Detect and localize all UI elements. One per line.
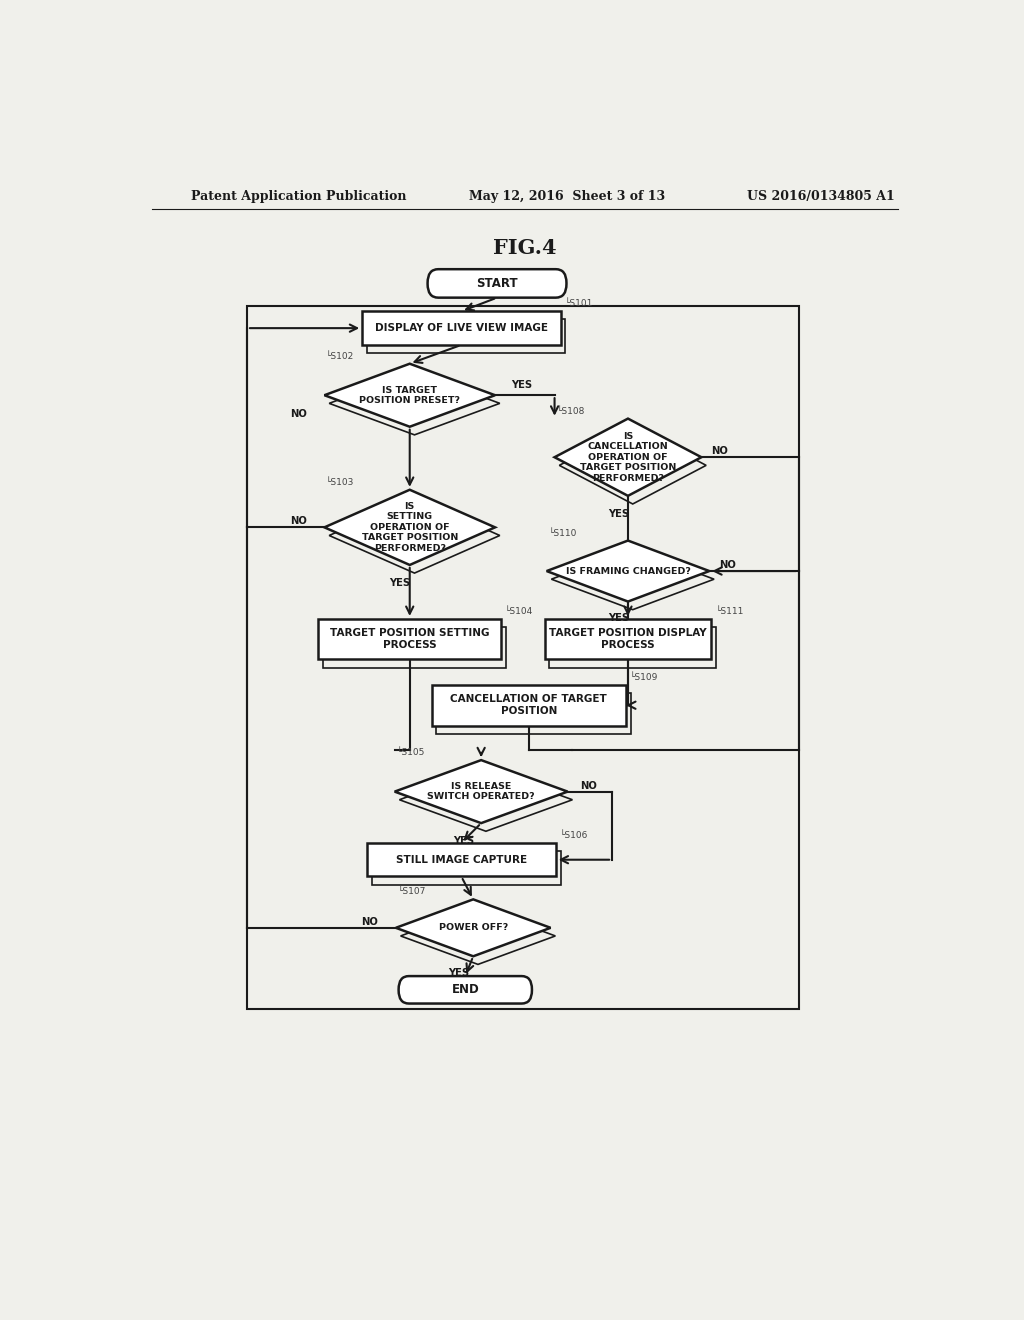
Bar (545, 619, 712, 660)
Text: └S111: └S111 (715, 607, 743, 615)
Text: YES: YES (511, 380, 532, 389)
Polygon shape (547, 541, 710, 602)
Bar (436, 693, 631, 734)
Polygon shape (325, 490, 495, 565)
Text: └S104: └S104 (505, 607, 534, 615)
Bar (431, 685, 626, 726)
Text: START: START (476, 277, 518, 290)
Text: └S102: └S102 (326, 351, 354, 360)
Text: IS FRAMING CHANGED?: IS FRAMING CHANGED? (565, 566, 690, 576)
Text: IS
SETTING
OPERATION OF
TARGET POSITION
PERFORMED?: IS SETTING OPERATION OF TARGET POSITION … (361, 502, 458, 553)
Text: NO: NO (719, 560, 735, 570)
Text: └S110: └S110 (548, 528, 577, 537)
Text: POWER OFF?: POWER OFF? (438, 923, 508, 932)
Bar (372, 851, 560, 884)
Text: END: END (452, 983, 479, 997)
Text: YES: YES (608, 510, 629, 519)
Polygon shape (394, 760, 567, 824)
FancyBboxPatch shape (428, 269, 566, 297)
Text: └S107: └S107 (397, 887, 426, 896)
Text: YES: YES (449, 968, 469, 978)
Text: NO: NO (361, 916, 379, 927)
Text: YES: YES (390, 578, 411, 589)
Text: └S109: └S109 (630, 673, 658, 682)
Text: TARGET POSITION DISPLAY
PROCESS: TARGET POSITION DISPLAY PROCESS (549, 628, 707, 649)
Bar (367, 843, 556, 876)
Text: NO: NO (290, 516, 307, 527)
Text: CANCELLATION OF TARGET
POSITION: CANCELLATION OF TARGET POSITION (451, 694, 607, 715)
Text: └S103: └S103 (326, 478, 354, 487)
Bar (367, 319, 565, 352)
Bar (318, 619, 501, 660)
Text: IS RELEASE
SWITCH OPERATED?: IS RELEASE SWITCH OPERATED? (427, 781, 535, 801)
Text: IS
CANCELLATION
OPERATION OF
TARGET POSITION
PERFORMED?: IS CANCELLATION OPERATION OF TARGET POSI… (580, 432, 676, 483)
Text: └S106: └S106 (560, 830, 588, 840)
Text: YES: YES (454, 837, 474, 846)
FancyBboxPatch shape (398, 975, 531, 1003)
Text: US 2016/0134805 A1: US 2016/0134805 A1 (748, 190, 895, 202)
Text: └S105: └S105 (396, 748, 425, 758)
Polygon shape (555, 418, 701, 496)
Text: DISPLAY OF LIVE VIEW IMAGE: DISPLAY OF LIVE VIEW IMAGE (375, 323, 548, 333)
Text: NO: NO (581, 780, 597, 791)
Text: IS TARGET
POSITION PRESET?: IS TARGET POSITION PRESET? (359, 385, 460, 405)
Text: STILL IMAGE CAPTURE: STILL IMAGE CAPTURE (395, 855, 527, 865)
Polygon shape (325, 364, 495, 426)
Text: NO: NO (290, 408, 307, 418)
Text: Patent Application Publication: Patent Application Publication (191, 190, 407, 202)
Polygon shape (396, 899, 551, 956)
Text: └S108: └S108 (556, 407, 585, 416)
Bar (550, 627, 716, 668)
Text: └S101: └S101 (564, 300, 593, 309)
Text: TARGET POSITION SETTING
PROCESS: TARGET POSITION SETTING PROCESS (330, 628, 489, 649)
Text: YES: YES (608, 612, 629, 623)
Text: FIG.4: FIG.4 (493, 238, 557, 257)
Bar (362, 312, 560, 345)
Bar (247, 306, 799, 1008)
Text: NO: NO (711, 446, 728, 457)
Text: May 12, 2016  Sheet 3 of 13: May 12, 2016 Sheet 3 of 13 (469, 190, 666, 202)
Bar (324, 627, 506, 668)
